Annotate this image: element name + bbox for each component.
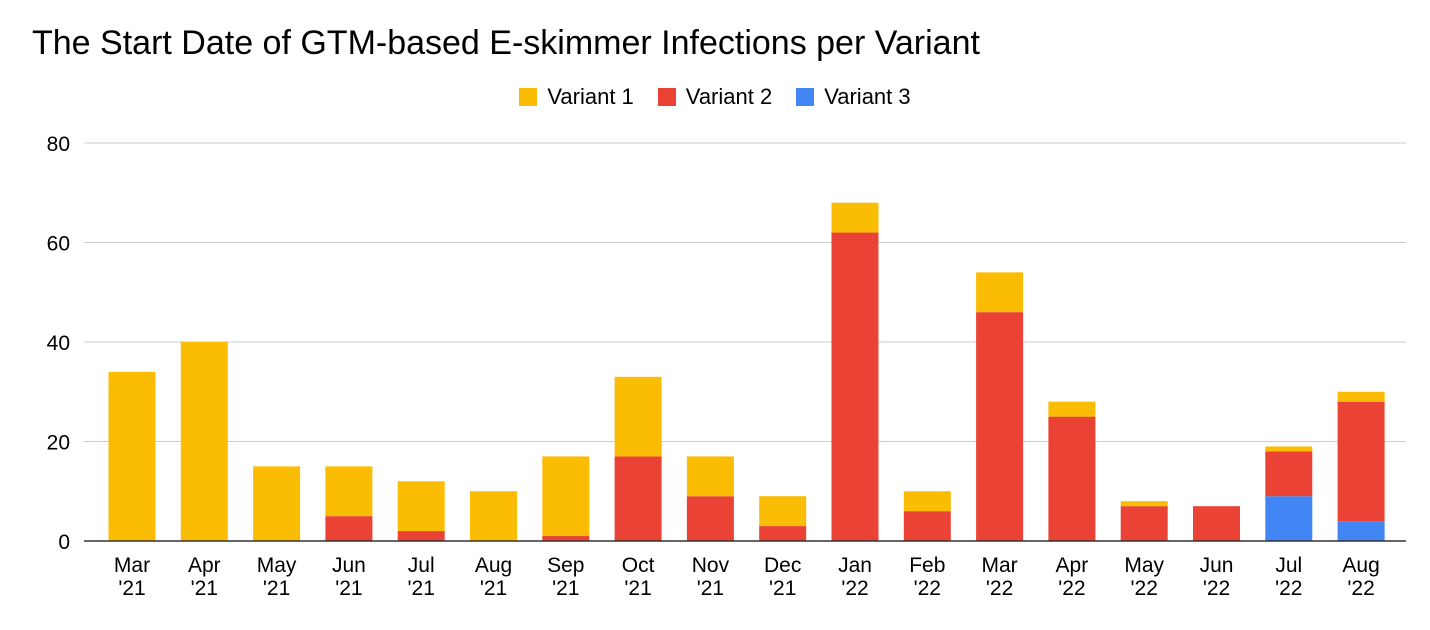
bar-variant-1[interactable] (614, 376, 662, 457)
legend-label: Variant 3 (824, 84, 911, 109)
x-tick-label: Sep '21 (547, 554, 584, 600)
y-tick-label: 80 (47, 133, 70, 156)
bar-variant-1[interactable] (1337, 391, 1385, 402)
bar-variant-2[interactable] (1048, 416, 1096, 541)
bar-variant-1[interactable] (759, 496, 807, 527)
bar-variant-1[interactable] (180, 342, 228, 541)
legend: Variant 1 Variant 2 Variant 3 (0, 84, 1430, 110)
bar-variant-2[interactable] (976, 312, 1024, 541)
bar-variant-1[interactable] (976, 272, 1024, 313)
bar-variant-1[interactable] (108, 371, 156, 541)
bar-variant-2[interactable] (542, 536, 590, 541)
bar-variant-1[interactable] (470, 491, 517, 541)
bar-variant-1[interactable] (542, 456, 590, 537)
bar-variant-1[interactable] (1120, 501, 1168, 507)
legend-label: Variant 1 (547, 84, 634, 109)
x-tick-label: Aug '21 (475, 554, 512, 600)
x-tick-label: Mar '22 (982, 554, 1018, 600)
bar-variant-3[interactable] (1265, 496, 1313, 541)
legend-swatch (519, 88, 538, 106)
x-tick-label: May '22 (1124, 554, 1164, 600)
x-tick-label: Jun '22 (1200, 554, 1234, 600)
x-tick-label: Jul '22 (1275, 554, 1302, 600)
legend-item-variant-1[interactable]: Variant 1 (519, 84, 634, 110)
bar-variant-2[interactable] (325, 516, 373, 541)
x-tick-label: Dec '21 (764, 554, 801, 600)
bar-variant-2[interactable] (1193, 506, 1240, 541)
x-tick-label: Jul '21 (408, 554, 435, 600)
bar-variant-1[interactable] (397, 481, 445, 532)
y-tick-label: 40 (47, 332, 70, 355)
bar-variant-1[interactable] (1265, 446, 1313, 452)
y-tick-label: 20 (47, 432, 70, 455)
legend-item-variant-3[interactable]: Variant 3 (796, 84, 911, 110)
legend-swatch (657, 88, 676, 106)
x-tick-label: Apr '22 (1056, 554, 1089, 600)
bar-variant-2[interactable] (614, 456, 662, 541)
x-tick-label: Oct '21 (622, 554, 655, 600)
bar-variant-1[interactable] (686, 456, 734, 497)
bar-variant-3[interactable] (1337, 521, 1385, 541)
bar-variant-2[interactable] (1120, 506, 1168, 541)
bar-variant-1[interactable] (253, 466, 301, 541)
x-tick-label: Apr '21 (188, 554, 221, 600)
bar-variant-1[interactable] (1048, 401, 1096, 417)
bar-variant-2[interactable] (759, 526, 807, 541)
x-tick-label: Jun '21 (332, 554, 366, 600)
legend-swatch (796, 88, 815, 106)
bar-variant-2[interactable] (686, 496, 734, 541)
y-tick-label: 0 (58, 531, 70, 554)
legend-item-variant-2[interactable]: Variant 2 (657, 84, 773, 110)
bar-variant-2[interactable] (831, 232, 879, 542)
x-tick-label: Nov '21 (692, 554, 730, 600)
bar-variant-1[interactable] (831, 202, 879, 233)
x-tick-label: May '21 (257, 554, 297, 600)
x-tick-label: Mar '21 (114, 554, 150, 600)
x-tick-label: Aug '22 (1342, 554, 1379, 600)
x-tick-label: Feb '22 (909, 554, 945, 600)
legend-label: Variant 2 (685, 84, 773, 109)
bar-variant-2[interactable] (1265, 451, 1313, 497)
bar-variant-2[interactable] (397, 531, 445, 541)
bar-variant-1[interactable] (903, 491, 951, 512)
bar-variant-2[interactable] (903, 511, 951, 541)
x-tick-label: Jan '22 (838, 554, 872, 600)
y-tick-label: 60 (47, 233, 70, 256)
bar-variant-1[interactable] (325, 466, 373, 517)
chart-title: The Start Date of GTM-based E-skimmer In… (32, 24, 980, 62)
bar-variant-2[interactable] (1337, 401, 1385, 522)
